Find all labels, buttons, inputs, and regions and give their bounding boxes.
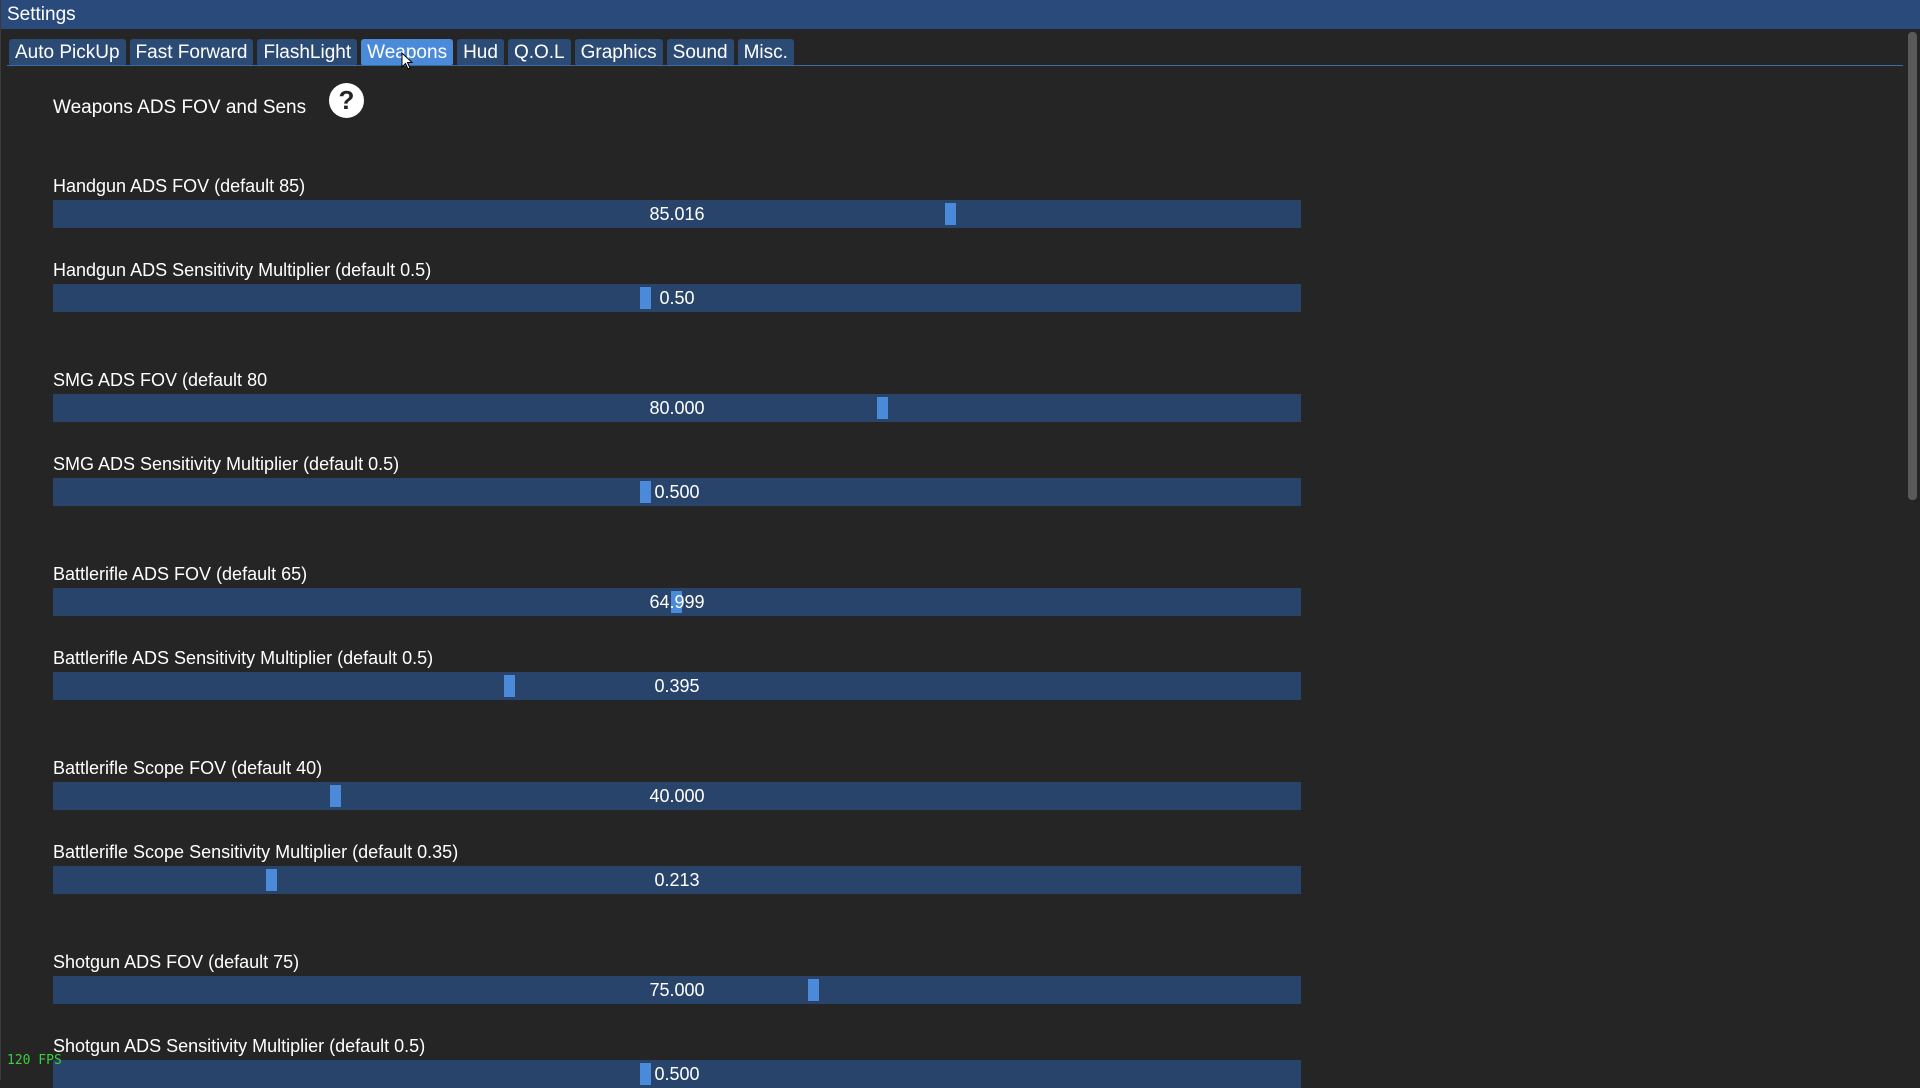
slider-handle[interactable]	[266, 869, 278, 891]
tab-flashlight[interactable]: FlashLight	[257, 39, 358, 66]
slider-handle[interactable]	[330, 785, 342, 807]
slider-shotgun-ads-sensitivity[interactable]: 0.500	[53, 1060, 1301, 1088]
tab-qol[interactable]: Q.O.L	[507, 39, 571, 66]
slider-smg-ads-sensitivity[interactable]: 0.500	[53, 478, 1301, 506]
fps-counter: 120 FPS	[7, 1053, 62, 1068]
slider-handle[interactable]	[945, 203, 957, 225]
slider-value: 0.213	[654, 870, 700, 890]
slider-value: 85.016	[649, 204, 705, 224]
slider-value: 0.500	[654, 482, 700, 502]
question-circle-icon[interactable]: ?	[329, 83, 364, 118]
setting-label-smg-ads-sensitivity: SMG ADS Sensitivity Multiplier (default …	[53, 454, 400, 474]
slider-battlerifle-ads-sensitivity[interactable]: 0.395	[53, 672, 1301, 700]
setting-label-handgun-ads-sensitivity: Handgun ADS Sensitivity Multiplier (defa…	[53, 260, 432, 280]
setting-label-smg-ads-fov: SMG ADS FOV (default 80	[53, 370, 268, 390]
window-title: Settings	[1, 0, 1920, 29]
setting-label-battlerifle-ads-sensitivity: Battlerifle ADS Sensitivity Multiplier (…	[53, 648, 434, 668]
slider-battlerifle-scope-sensitivity[interactable]: 0.213	[53, 866, 1301, 894]
slider-handle[interactable]	[639, 481, 651, 503]
setting-label-battlerifle-scope-fov: Battlerifle Scope FOV (default 40)	[53, 758, 323, 778]
mouse-cursor-icon	[401, 52, 413, 70]
setting-label-handgun-ads-fov: Handgun ADS FOV (default 85)	[53, 176, 306, 196]
tab-hud[interactable]: Hud	[457, 39, 504, 66]
slider-handle[interactable]	[639, 1063, 651, 1085]
slider-value: 75.000	[649, 980, 705, 1000]
tab-sound[interactable]: Sound	[666, 39, 734, 66]
slider-value: 40.000	[649, 786, 705, 806]
slider-handle[interactable]	[808, 979, 820, 1001]
slider-handgun-ads-sensitivity[interactable]: 0.50	[53, 284, 1301, 312]
slider-handle[interactable]	[503, 675, 515, 697]
slider-handgun-ads-fov[interactable]: 85.016	[53, 200, 1301, 228]
tab-auto-pickup[interactable]: Auto PickUp	[9, 39, 126, 66]
slider-value: 0.50	[659, 288, 695, 308]
slider-value: 0.500	[654, 1064, 700, 1084]
tab-fast-forward[interactable]: Fast Forward	[129, 39, 254, 66]
setting-label-shotgun-ads-fov: Shotgun ADS FOV (default 75)	[53, 952, 300, 972]
section-title: Weapons ADS FOV and Sens	[53, 97, 307, 118]
slider-value: 80.000	[649, 398, 705, 418]
tab-graphics[interactable]: Graphics	[574, 39, 663, 66]
slider-handle[interactable]	[670, 591, 682, 613]
slider-value: 0.395	[654, 676, 700, 696]
slider-battlerifle-ads-fov[interactable]: 64.999	[53, 588, 1301, 616]
tab-weapons[interactable]: Weapons	[361, 39, 454, 66]
slider-handle[interactable]	[639, 287, 651, 309]
setting-label-battlerifle-ads-fov: Battlerifle ADS FOV (default 65)	[53, 564, 308, 584]
scrollbar-thumb[interactable]	[1908, 32, 1917, 500]
setting-label-shotgun-ads-sensitivity: Shotgun ADS Sensitivity Multiplier (defa…	[53, 1036, 426, 1056]
slider-battlerifle-scope-fov[interactable]: 40.000	[53, 782, 1301, 810]
tab-bar: Auto PickUp Fast Forward FlashLight Weap…	[9, 39, 794, 66]
slider-handle[interactable]	[876, 397, 888, 419]
setting-label-battlerifle-scope-sensitivity: Battlerifle Scope Sensitivity Multiplier…	[53, 842, 459, 862]
tab-misc[interactable]: Misc.	[737, 39, 794, 66]
slider-shotgun-ads-fov[interactable]: 75.000	[53, 976, 1301, 1004]
tab-divider	[7, 65, 1903, 66]
slider-smg-ads-fov[interactable]: 80.000	[53, 394, 1301, 422]
